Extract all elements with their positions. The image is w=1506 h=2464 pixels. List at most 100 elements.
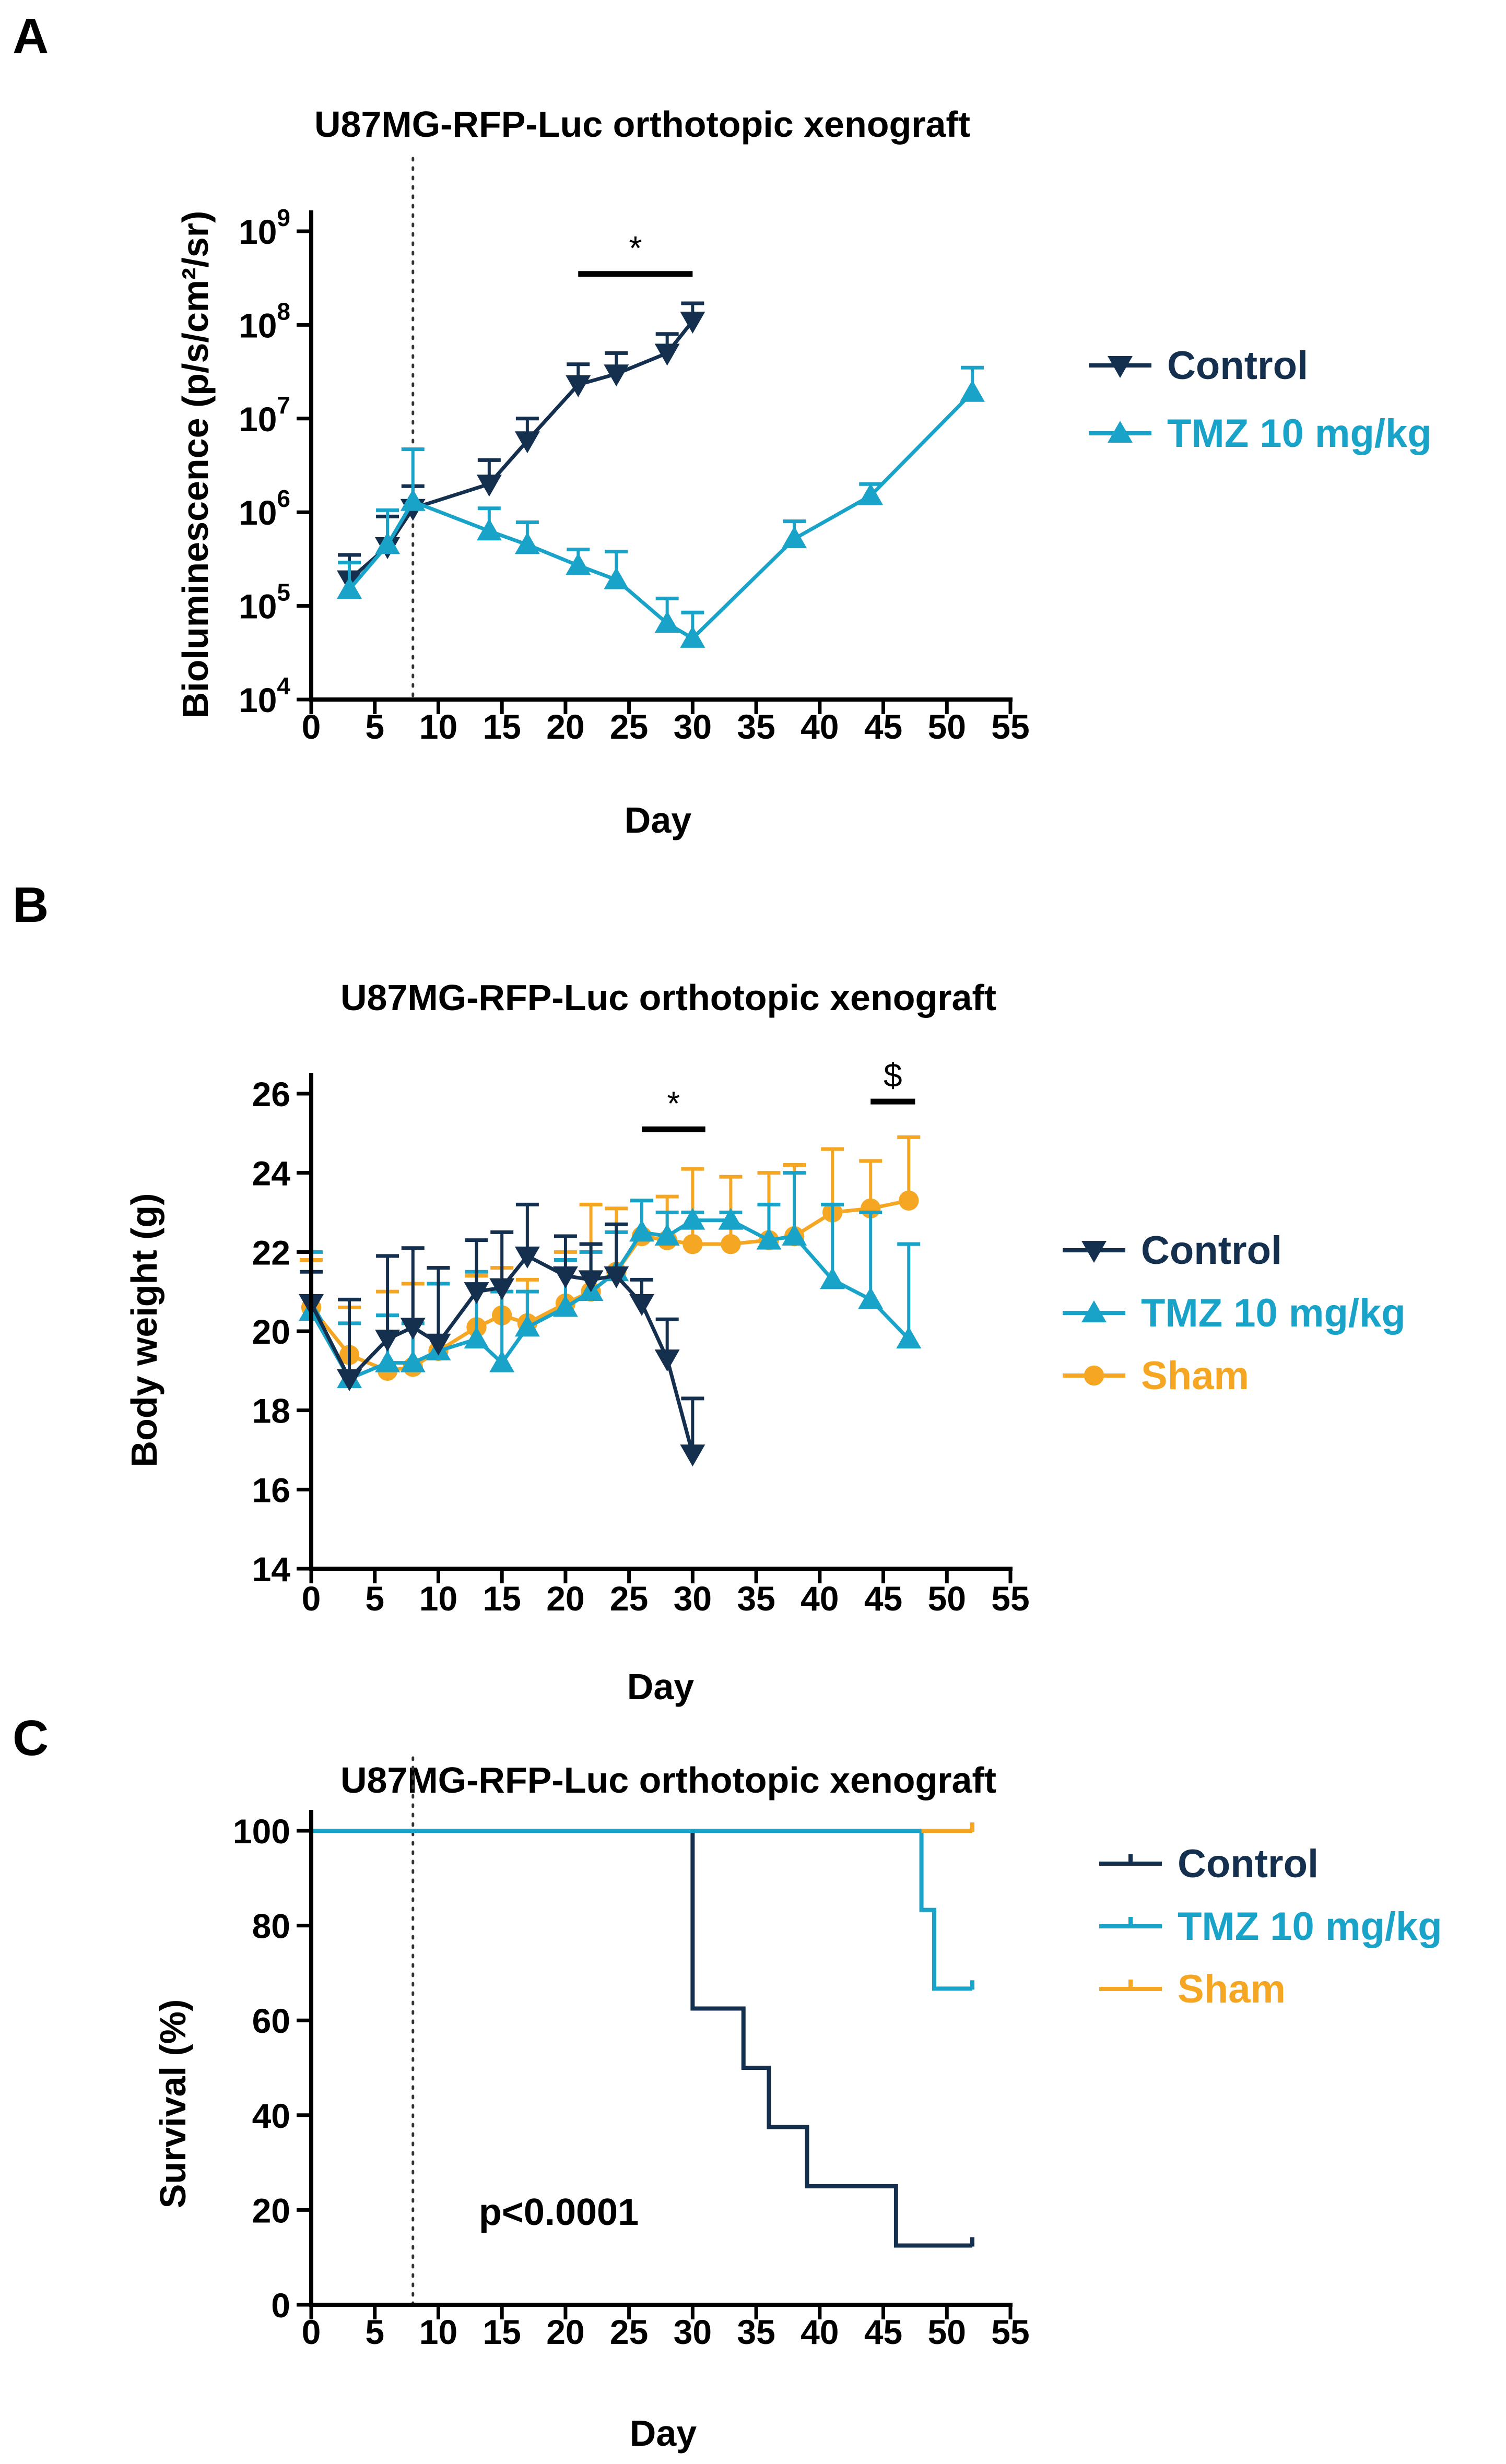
series-control — [299, 1202, 705, 1467]
data-point — [1081, 1241, 1107, 1263]
panel-letter: B — [13, 877, 49, 933]
series-sham — [921, 1822, 974, 1833]
x-tick-label: 0 — [302, 707, 321, 746]
y-tick-label: 18 — [252, 1392, 290, 1430]
data-point — [604, 364, 629, 387]
data-point — [464, 1282, 489, 1305]
significance-label: * — [629, 229, 642, 267]
data-point — [578, 1270, 604, 1293]
x-tick-label: 40 — [801, 1579, 839, 1618]
data-point — [782, 1224, 807, 1246]
x-tick-label: 10 — [419, 707, 457, 746]
panel-letter: C — [13, 1710, 49, 1766]
data-point — [514, 431, 540, 454]
data-point — [375, 1330, 401, 1352]
x-tick-label: 35 — [737, 707, 775, 746]
x-tick-label: 0 — [302, 2313, 321, 2351]
significance-label: * — [667, 1084, 680, 1122]
data-point — [566, 375, 591, 397]
data-point — [476, 518, 502, 541]
y-tick-label: 60 — [252, 2001, 290, 2040]
data-point — [858, 483, 884, 505]
data-point — [464, 1326, 489, 1349]
x-tick-label: 35 — [737, 1579, 775, 1618]
data-point — [552, 1295, 578, 1317]
x-tick-label: 20 — [546, 1579, 584, 1618]
x-tick-label: 55 — [991, 2313, 1029, 2351]
y-tick-exponent: 8 — [277, 298, 290, 325]
data-point — [858, 1287, 884, 1309]
chart-title: U87MG-RFP-Luc orthotopic xenograft — [314, 104, 970, 145]
data-point — [654, 343, 680, 366]
y-axis-label: Body weight (g) — [124, 1193, 164, 1467]
series-tmz — [311, 1829, 974, 1991]
x-tick-label: 45 — [864, 1579, 902, 1618]
data-point — [514, 532, 540, 554]
y-tick-label: 24 — [252, 1154, 291, 1193]
data-point — [426, 1333, 451, 1356]
x-tick-label: 20 — [546, 707, 584, 746]
x-tick-label: 25 — [610, 2313, 648, 2351]
panel-a: A U87MG-RFP-Luc orthotopic xenograft Bio… — [13, 8, 1432, 840]
x-tick-label: 50 — [928, 2313, 966, 2351]
chart-title: U87MG-RFP-Luc orthotopic xenograft — [340, 1760, 996, 1800]
y-tick-label: 106 — [239, 485, 290, 532]
data-point — [756, 1227, 782, 1250]
x-tick-label: 50 — [928, 707, 966, 746]
x-tick-label: 5 — [365, 1579, 384, 1618]
data-point — [721, 1234, 741, 1254]
y-tick-exponent: 6 — [277, 485, 290, 512]
y-tick-exponent: 9 — [277, 204, 290, 231]
data-point — [654, 1349, 680, 1372]
data-point — [514, 1246, 540, 1269]
data-point — [654, 1224, 680, 1246]
data-point — [683, 1234, 703, 1254]
legend-label: Control — [1141, 1228, 1282, 1273]
y-tick-label: 14 — [252, 1550, 291, 1589]
x-tick-label: 45 — [864, 707, 902, 746]
panel-c: C U87MG-RFP-Luc orthotopic xenograft Sur… — [13, 1710, 1442, 2454]
survival-curve — [311, 1829, 972, 1991]
data-point — [629, 1219, 654, 1242]
x-tick-label: 40 — [801, 2313, 839, 2351]
y-tick-label: 104 — [239, 672, 290, 719]
x-tick-label: 30 — [674, 707, 712, 746]
data-point — [476, 475, 502, 497]
y-tick-label: 16 — [252, 1471, 290, 1509]
legend-label: TMZ 10 mg/kg — [1141, 1291, 1406, 1335]
data-point — [514, 1314, 540, 1337]
data-point — [552, 1266, 578, 1288]
data-point — [375, 532, 401, 554]
series-control — [311, 1829, 974, 2248]
y-tick-exponent: 7 — [277, 392, 290, 419]
y-tick-exponent: 5 — [277, 579, 290, 606]
data-point — [654, 611, 680, 633]
x-tick-label: 10 — [419, 1579, 457, 1618]
x-tick-label: 10 — [419, 2313, 457, 2351]
x-axis-label: Day — [630, 2413, 697, 2454]
data-point — [1108, 421, 1133, 443]
legend-label: Sham — [1178, 1967, 1286, 2011]
x-axis-label: Day — [625, 800, 691, 840]
y-tick-exponent: 4 — [277, 672, 290, 700]
data-point — [782, 526, 807, 549]
chart-title: U87MG-RFP-Luc orthotopic xenograft — [340, 977, 996, 1018]
y-tick-label: 100 — [233, 1812, 290, 1851]
legend-label: Sham — [1141, 1354, 1249, 1398]
y-tick-label: 26 — [252, 1075, 290, 1113]
data-point — [604, 567, 629, 589]
data-point — [375, 1350, 401, 1372]
data-point — [489, 1278, 515, 1300]
y-tick-label: 20 — [252, 1312, 290, 1351]
x-tick-label: 0 — [302, 1579, 321, 1618]
data-point — [680, 1444, 705, 1467]
x-tick-label: 20 — [546, 2313, 584, 2351]
data-point — [604, 1266, 629, 1288]
x-tick-label: 5 — [365, 707, 384, 746]
data-point — [629, 1294, 654, 1316]
data-point — [899, 1190, 919, 1211]
y-tick-label: 80 — [252, 1907, 290, 1946]
series-tmz — [337, 365, 985, 648]
data-point — [1108, 356, 1133, 378]
y-tick-label: 105 — [239, 579, 290, 626]
